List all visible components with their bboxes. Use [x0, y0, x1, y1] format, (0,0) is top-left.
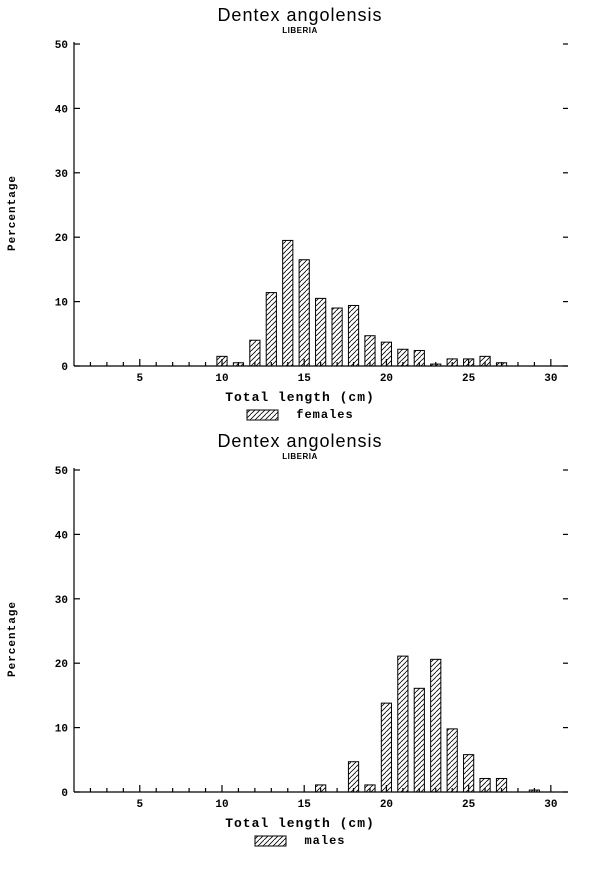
x-tick-label: 10 [215, 799, 228, 811]
x-tick-label: 15 [298, 373, 312, 385]
bar [249, 339, 261, 367]
legend-swatch-icon [254, 835, 287, 847]
bar [265, 292, 277, 367]
x-tick-label: 30 [544, 373, 557, 385]
bar [430, 658, 442, 793]
bar [364, 335, 376, 367]
x-axis-label: Total length (cm) [225, 816, 375, 831]
y-tick-label: 40 [55, 530, 68, 542]
bar [479, 777, 491, 793]
bar [380, 702, 393, 793]
bar [232, 362, 245, 367]
bar [463, 358, 475, 367]
legend: males [254, 833, 345, 849]
chart-subtitle: LIBERIA [282, 26, 318, 35]
x-tick-label: 30 [544, 799, 557, 811]
bar [446, 358, 458, 367]
plot-row: Percentage 0 10 20 30 40 50 5 10 15 20 25 30 [0, 36, 600, 390]
bar [315, 297, 327, 367]
x-tick-label: 25 [462, 799, 476, 811]
y-tick-label: 30 [55, 595, 68, 607]
below-plot: Total length (cm) males [26, 816, 574, 852]
y-axis-label-column: Percentage [0, 462, 26, 816]
histogram-males: 0 10 20 30 40 50 5 10 15 20 25 30 [55, 466, 568, 811]
x-axis-label: Total length (cm) [225, 390, 375, 405]
chart-title: Dentex angolensis [217, 5, 383, 25]
y-tick-label: 0 [61, 362, 68, 374]
y-tick-label: 50 [55, 466, 68, 478]
bar [347, 304, 360, 367]
bar [331, 307, 343, 367]
bar [495, 362, 508, 367]
x-tick-label: 20 [380, 799, 393, 811]
y-tick-label: 0 [61, 788, 68, 800]
bar [495, 777, 508, 793]
legend: females [246, 407, 353, 423]
legend-swatch-box [246, 409, 279, 421]
y-axis-label: Percentage [7, 174, 19, 252]
bar [315, 784, 327, 793]
histogram-females: 0 10 20 30 40 50 5 10 15 20 25 30 [55, 40, 568, 385]
y-tick-label: 20 [55, 233, 68, 245]
legend-label: females [296, 408, 354, 422]
x-tick-label: 15 [298, 799, 312, 811]
y-axis-label-column: Percentage [0, 36, 26, 390]
bar [479, 355, 491, 367]
y-tick-label: 50 [55, 40, 68, 52]
bar [528, 789, 540, 793]
legend-swatch-box [254, 835, 287, 847]
bar [380, 341, 393, 367]
x-tick-label: 10 [215, 373, 228, 385]
bar [364, 784, 376, 793]
plot-row: Percentage 0 10 20 30 40 50 5 10 15 20 25 30 [0, 462, 600, 816]
bar [397, 655, 409, 793]
y-tick-label: 40 [55, 104, 68, 116]
y-tick-label: 30 [55, 169, 68, 181]
below-plot: Total length (cm) females [26, 390, 574, 426]
bar [397, 348, 409, 367]
x-tick-label: 5 [136, 799, 143, 811]
bar [216, 355, 228, 367]
x-tick-label: 20 [380, 373, 393, 385]
y-tick-label: 10 [55, 298, 68, 310]
x-tick-label: 5 [136, 373, 143, 385]
legend-swatch-icon [246, 409, 279, 421]
bar [463, 754, 475, 793]
bar [413, 687, 425, 793]
chart-section-males: Dentex angolensis LIBERIA Percentage 0 10… [0, 426, 600, 852]
bar [413, 350, 425, 367]
x-tick-label: 25 [462, 373, 476, 385]
bar [347, 761, 360, 793]
bar [282, 239, 294, 367]
chart-section-females: Dentex angolensis LIBERIA Percentage 0 10… [0, 0, 600, 426]
bar [430, 363, 442, 367]
y-tick-label: 20 [55, 659, 68, 671]
bar [446, 728, 458, 793]
bar [298, 259, 310, 367]
chart-title: Dentex angolensis [217, 431, 383, 451]
legend-label: males [304, 834, 346, 848]
y-axis-label: Percentage [7, 600, 19, 678]
chart-subtitle: LIBERIA [282, 452, 318, 461]
y-tick-label: 10 [55, 724, 68, 736]
